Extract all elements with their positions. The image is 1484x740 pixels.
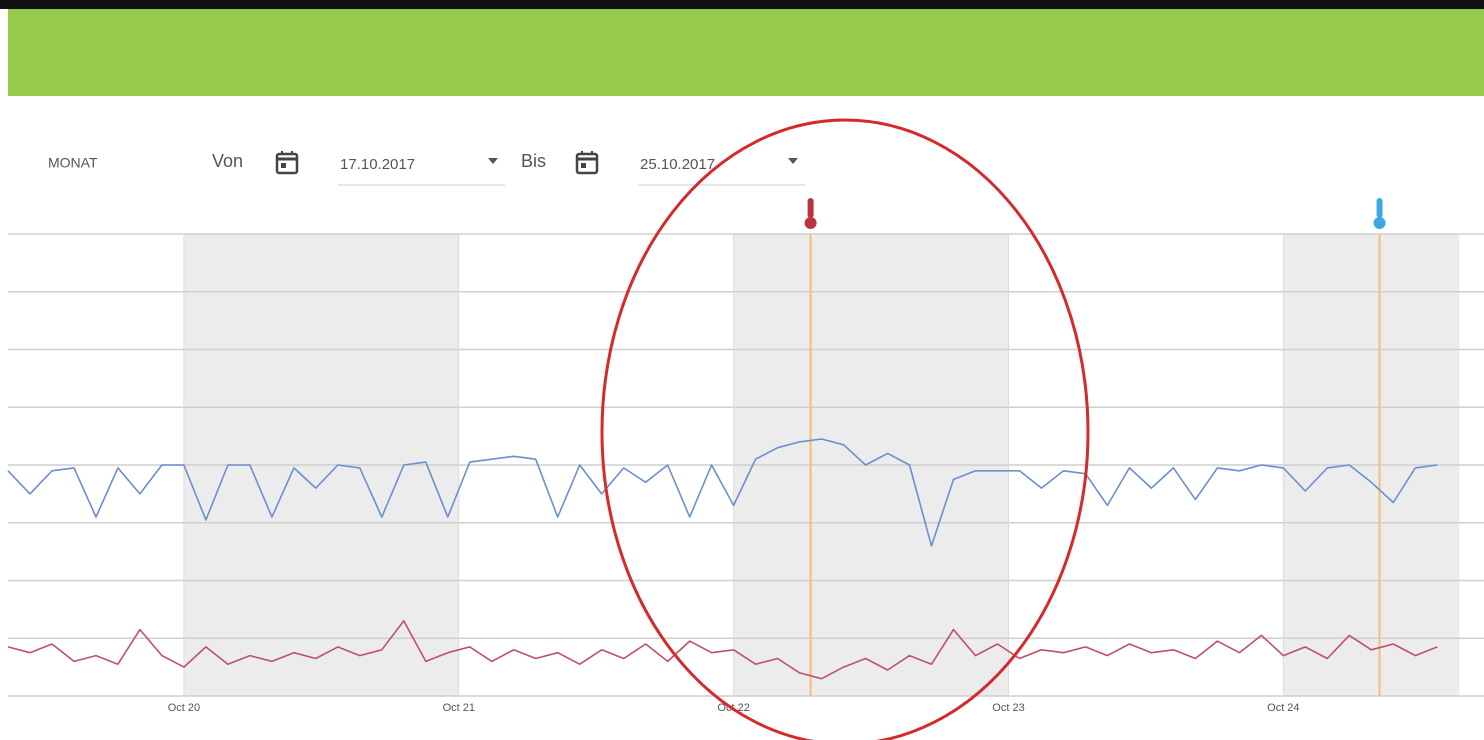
x-tick-label: Oct 20: [168, 702, 200, 714]
thermometer-stem: [807, 198, 814, 218]
to-label: Bis: [521, 151, 546, 171]
thermometer-bulb: [1373, 217, 1386, 229]
top-border: [0, 0, 1484, 9]
x-tick-label: Oct 21: [443, 702, 475, 714]
annotation-ellipse: [600, 118, 1090, 740]
calendar-icon[interactable]: [275, 151, 299, 175]
thermometer-icon: [804, 198, 817, 229]
from-date-input[interactable]: 17.10.2017: [338, 156, 505, 186]
x-tick-label: Oct 24: [1267, 702, 1299, 714]
to-date-input[interactable]: 25.10.2017: [638, 156, 805, 186]
chart-background: Oct 20 Oct 21 Oct 22 Oct 23 Oct 24: [8, 233, 1484, 714]
dropdown-arrow: [488, 158, 498, 164]
plot: [7, 198, 1438, 680]
thermometer-stem: [1376, 198, 1383, 218]
dropdown-arrow: [788, 158, 798, 164]
data-line: [7, 620, 1438, 680]
calendar-icon[interactable]: [575, 151, 599, 175]
thermometer-bulb: [804, 217, 817, 229]
x-tick-label: Oct 23: [992, 702, 1024, 714]
thermometer-icon: [1373, 198, 1386, 229]
to-date: 25.10.2017: [640, 156, 715, 173]
from-label: Von: [212, 151, 243, 171]
period-button[interactable]: MONAT: [48, 155, 98, 171]
header-bar: [8, 9, 1484, 96]
from-date: 17.10.2017: [340, 156, 415, 173]
data-line: [7, 438, 1438, 547]
